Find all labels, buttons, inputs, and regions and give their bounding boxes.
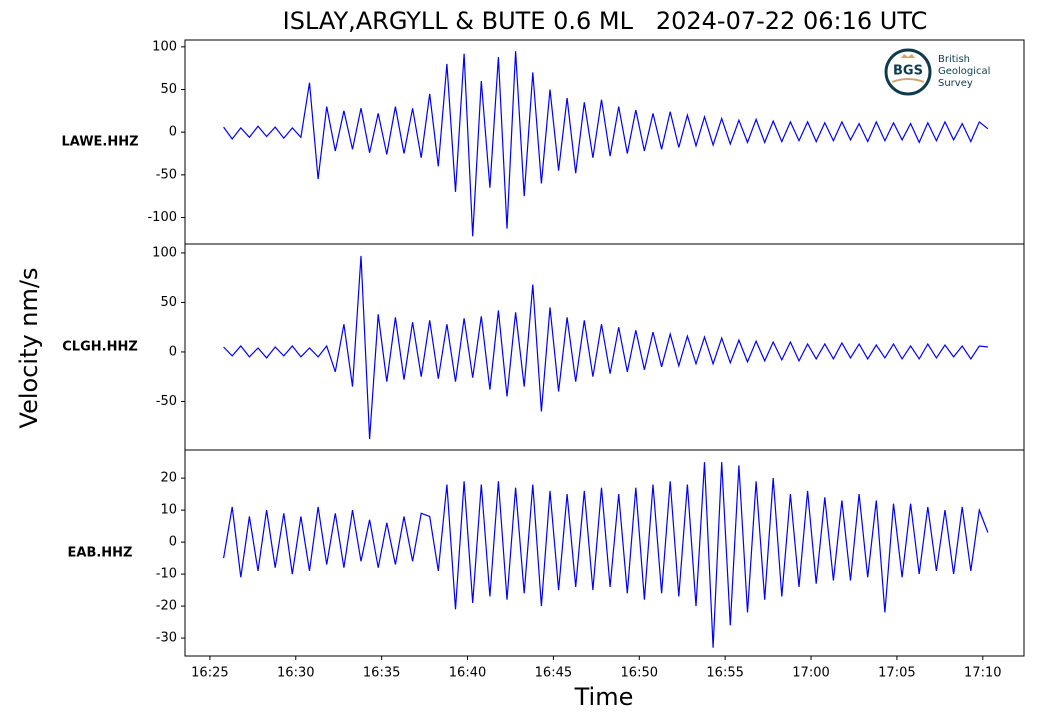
y-tick-label: -50 [156, 394, 177, 409]
y-tick-label: 50 [160, 295, 177, 310]
waveform [223, 462, 989, 648]
x-tick-label: 16:25 [191, 666, 228, 681]
y-tick-label: 100 [152, 39, 177, 54]
logo-text: British [938, 54, 970, 65]
logo: BGS British Geological Survey [884, 48, 990, 96]
x-tick-label: 17:05 [878, 666, 915, 681]
y-tick-label: 50 [160, 82, 177, 97]
y-tick-label: -10 [156, 567, 177, 582]
x-tick-label: 16:50 [621, 666, 658, 681]
y-tick-label: -30 [156, 631, 177, 646]
logo-crown [901, 54, 915, 58]
logo-text: Geological [938, 66, 990, 77]
chart-title: ISLAY,ARGYLL & BUTE 0.6 ML 2024-07-22 06… [283, 7, 928, 35]
station-label: EAB.HHZ [68, 546, 133, 561]
y-tick-label: -20 [156, 599, 177, 614]
y-tick-label: 0 [169, 344, 177, 359]
waveform [223, 255, 988, 440]
y-axis-label: Velocity nm/s [15, 268, 43, 429]
x-tick-label: 16:35 [363, 666, 400, 681]
station-label: LAWE.HHZ [61, 135, 138, 150]
x-tick-label: 17:10 [964, 666, 1001, 681]
station-label: CLGH.HHZ [62, 340, 138, 355]
panel-frame [184, 243, 1025, 451]
x-tick-label: 16:55 [706, 666, 743, 681]
y-tick-label: -50 [156, 167, 177, 182]
x-tick-label: 16:40 [449, 666, 486, 681]
panel-frame [184, 449, 1025, 657]
y-tick-label: 0 [169, 125, 177, 140]
x-tick-label: 17:00 [792, 666, 829, 681]
x-tick-label: 16:45 [535, 666, 572, 681]
x-tick-label: 16:30 [277, 666, 314, 681]
x-axis-label: Time [574, 683, 634, 711]
waveform [223, 51, 989, 237]
logo-abbr: BGS [893, 64, 923, 79]
y-tick-label: 20 [160, 471, 177, 486]
logo-wave [891, 78, 925, 83]
y-tick-label: 100 [152, 245, 177, 260]
y-tick-label: -100 [147, 210, 177, 225]
y-tick-label: 10 [160, 503, 177, 518]
y-tick-label: 0 [169, 535, 177, 550]
logo-ring [884, 48, 932, 96]
logo-text: Survey [938, 78, 973, 89]
